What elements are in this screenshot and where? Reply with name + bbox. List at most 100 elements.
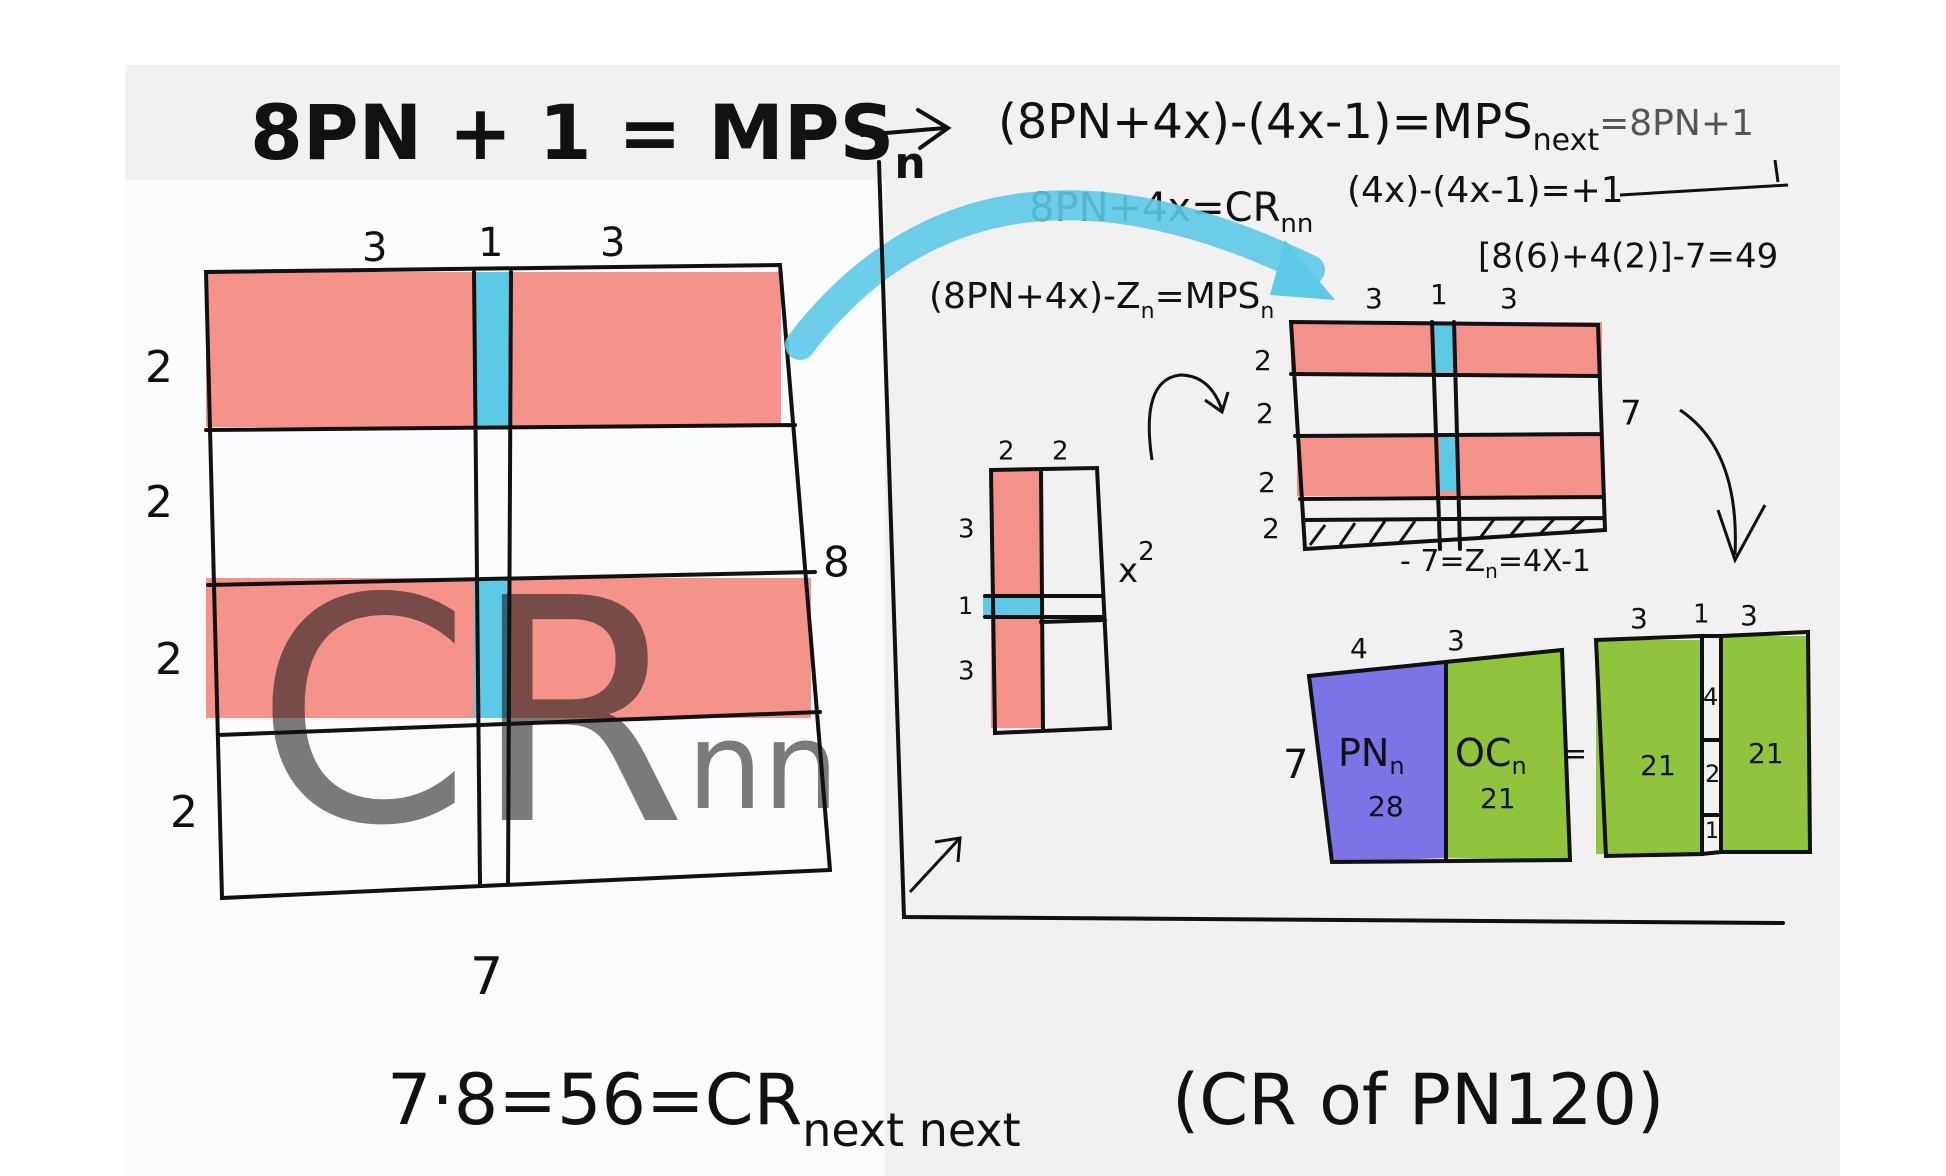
strip-label: 4 <box>1703 683 1718 711</box>
left-label: 2 <box>1258 466 1276 499</box>
top-label: 3 <box>1630 602 1648 635</box>
cyan-strip <box>474 578 511 718</box>
pn-label: PNn <box>1338 731 1405 781</box>
sub: nn <box>687 698 839 837</box>
left-label: 2 <box>1262 512 1280 545</box>
left-label: 2 <box>1254 344 1272 377</box>
z-note: - 7=Zn=4X-1 <box>1400 544 1591 583</box>
footer-note: (CR of PN120) <box>1172 1059 1664 1141</box>
text: 7·8=56=CR <box>387 1059 802 1141</box>
sub: next <box>1533 123 1600 158</box>
difference: (4x)-(4x-1)=+1 <box>1347 170 1624 211</box>
text: CR <box>255 533 687 894</box>
cyan-row <box>983 596 1043 617</box>
left-label: 3 <box>958 515 975 545</box>
sub: n <box>1260 299 1274 324</box>
red-band <box>511 272 781 427</box>
cyan-strip <box>474 272 511 427</box>
top-label: 3 <box>600 220 625 266</box>
sub: n <box>1389 752 1404 780</box>
example: [8(6)+4(2)]-7=49 <box>1478 237 1778 277</box>
right-label: 8 <box>823 538 850 587</box>
down-arrow <box>1679 408 1767 564</box>
left-label: 2 <box>145 477 173 528</box>
left-label: 2 <box>170 787 198 838</box>
left-label: 2 <box>155 634 183 685</box>
grid-lines <box>1288 319 1608 552</box>
large-grid: CRnn 3 1 3 2 2 2 2 8 7 <box>145 220 850 1007</box>
medium-grid: 3 1 3 2 2 2 2 7 - 7=Zn=4X-1 <box>1254 278 1642 583</box>
oc-area <box>1446 650 1570 860</box>
bottom-label: 7 <box>470 947 503 1007</box>
hatching <box>1308 516 1587 546</box>
text: =8PN+1 <box>1599 103 1754 144</box>
outline <box>1593 629 1813 859</box>
main-formula: 8PN + 1 = MPSn <box>250 88 926 189</box>
left-label: 2 <box>145 342 173 393</box>
left-label: 2 <box>1256 397 1274 430</box>
top-label: 1 <box>1430 278 1448 311</box>
oc-value: 21 <box>1480 782 1516 815</box>
sup: 2 <box>1138 537 1155 567</box>
text: (8PN+4x)-(4x-1)=MPS <box>998 94 1533 150</box>
pn-value: 28 <box>1368 790 1404 823</box>
top-label: 3 <box>1740 599 1758 632</box>
pn-area <box>1309 664 1446 862</box>
value: 21 <box>1748 737 1784 770</box>
text: PN <box>1338 731 1389 775</box>
green-block <box>1721 636 1808 852</box>
grid-lines <box>983 465 1113 736</box>
top-label: 4 <box>1350 632 1368 665</box>
strip-label: 1 <box>1705 819 1719 844</box>
top-label: 3 <box>1447 624 1465 657</box>
strip-label: 2 <box>1705 760 1720 788</box>
oc-label: OCn <box>1455 731 1527 781</box>
derivation-line: (8PN+4x)-(4x-1)=MPSnext=8PN+1 <box>998 94 1754 158</box>
top-label: 2 <box>1052 437 1069 467</box>
small-arrow <box>1619 159 1789 197</box>
green-block <box>1596 640 1702 854</box>
sub: nn <box>1280 209 1313 239</box>
equals: = <box>1562 737 1587 772</box>
footer-equation: 7·8=56=CRnext next <box>387 1059 1021 1156</box>
cyan-strip <box>1432 322 1454 372</box>
top-label: 3 <box>1365 282 1383 315</box>
left-label: 7 <box>1283 742 1308 788</box>
top-label: 3 <box>362 225 387 271</box>
mps-definition: (8PN+4x)-Zn=MPSn <box>929 276 1274 324</box>
value: 21 <box>1640 749 1676 782</box>
sub: next next <box>802 1103 1020 1157</box>
text: =MPS <box>1155 276 1261 317</box>
red-band <box>206 578 474 718</box>
top-label: 1 <box>1693 600 1710 630</box>
outline <box>1306 647 1573 865</box>
text: (8PN+4x)-Z <box>929 276 1141 317</box>
right-label: 7 <box>1620 394 1642 434</box>
top-label: 3 <box>1500 282 1518 315</box>
header-arrow <box>860 108 952 150</box>
top-label: 2 <box>998 437 1015 467</box>
left-label: 3 <box>958 657 975 687</box>
split-box: 4 3 7 PNn 28 OCn 21 = <box>1283 624 1587 865</box>
left-label: 1 <box>958 592 973 620</box>
red-band <box>206 272 474 427</box>
blue-arc <box>785 190 1335 360</box>
text: =4X-1 <box>1498 544 1591 579</box>
grid-lines <box>203 262 833 901</box>
top-label: 1 <box>478 220 503 266</box>
watermark: CRnn <box>255 533 839 894</box>
sub: n <box>1485 559 1498 583</box>
text: - 7=Z <box>1400 544 1485 579</box>
formula: 8PN + 1 = MPS <box>250 88 894 177</box>
curved-arrow <box>1147 373 1230 461</box>
text: OC <box>1455 731 1511 775</box>
red-band <box>511 578 811 718</box>
frame <box>877 160 1785 925</box>
cyan-strip <box>1440 436 1459 491</box>
power-label: x2 <box>1118 537 1155 591</box>
corner-arrow <box>908 836 962 894</box>
text: x <box>1118 551 1138 591</box>
sub: n <box>1141 299 1155 324</box>
sub: n <box>1511 752 1526 780</box>
